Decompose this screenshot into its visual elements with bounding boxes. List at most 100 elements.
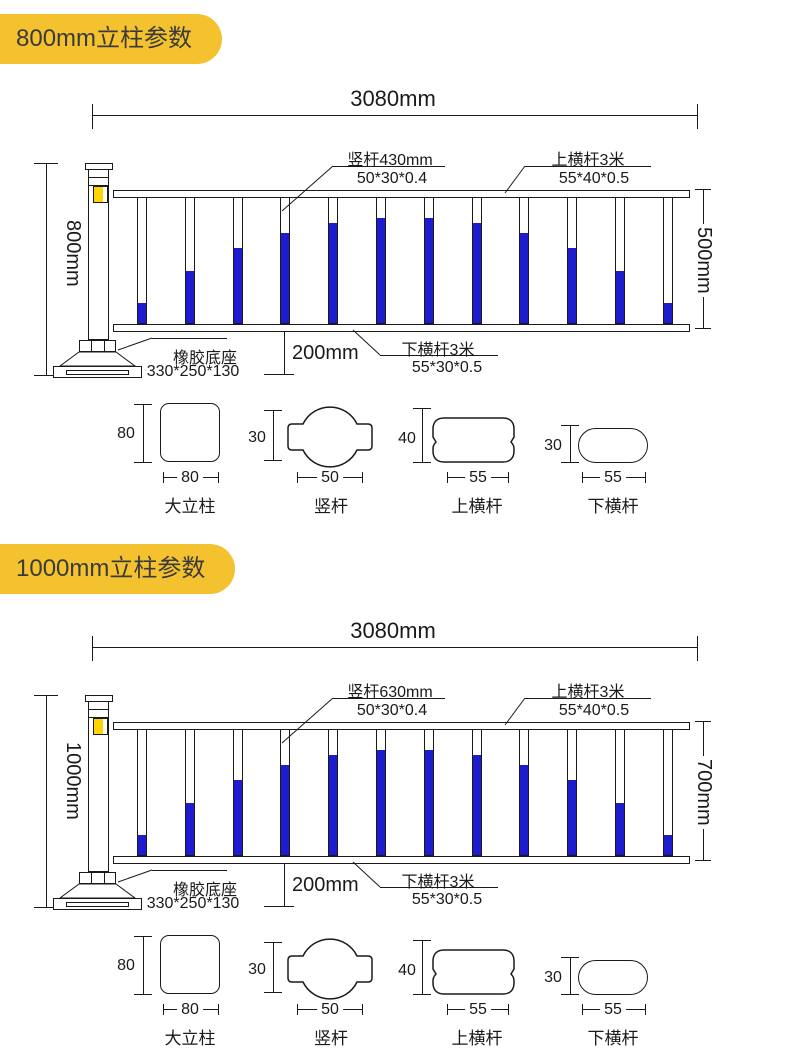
tick <box>264 942 282 943</box>
bracket <box>570 425 571 462</box>
tick <box>92 636 93 661</box>
tick <box>218 472 219 483</box>
base-plate-inner <box>66 902 129 907</box>
fence-rod <box>185 197 195 324</box>
panel-height-label: 700mm <box>692 756 715 829</box>
tick <box>134 404 152 405</box>
tick <box>264 374 294 375</box>
tick <box>297 472 298 483</box>
tick <box>695 721 711 722</box>
reflective-panel <box>664 303 672 323</box>
tick <box>697 104 698 129</box>
tick <box>218 1004 219 1015</box>
height-value: 30 <box>544 437 562 454</box>
fence-rod <box>615 197 625 324</box>
tick <box>362 1004 363 1015</box>
fence-rod <box>567 729 577 856</box>
width-value: 80 <box>177 1001 203 1018</box>
callout-line1: 上横杆3米 <box>551 152 625 169</box>
bracket <box>422 940 423 994</box>
collar-line <box>91 340 92 352</box>
fence-rod <box>376 197 386 324</box>
callout-overline <box>152 870 227 871</box>
fence-rod <box>137 729 147 856</box>
bottom-gap-label: 200mm <box>292 874 359 896</box>
dim-line <box>284 863 285 906</box>
height-dimension-label: 1000mm <box>62 742 84 820</box>
reflective-panel <box>520 765 528 855</box>
tick <box>134 936 152 937</box>
callout-line2: 55*30*0.5 <box>411 359 483 376</box>
profile-label: 上横杆 <box>451 497 503 516</box>
callout-line2: 330*250*130 <box>146 363 240 380</box>
fence-rod <box>663 197 673 324</box>
reflective-panel <box>281 765 289 855</box>
fence-rod <box>137 197 147 324</box>
reflector-sticker <box>93 718 108 735</box>
width-value: 55 <box>600 1001 626 1018</box>
reflective-panel <box>329 755 337 855</box>
post-profile <box>160 403 220 462</box>
diagram-1000mm: 3080mm 1000mm <box>0 617 790 1057</box>
width-value: 55 <box>465 469 491 486</box>
reflective-panel <box>186 271 194 323</box>
tick <box>413 940 431 941</box>
tick <box>447 472 448 483</box>
tick <box>561 425 579 426</box>
tick <box>264 460 282 461</box>
reflective-panel <box>425 750 433 855</box>
rod-layer <box>0 617 790 1057</box>
height-value: 40 <box>398 430 416 447</box>
tick <box>413 462 431 463</box>
fence-top-rail <box>113 722 690 730</box>
tick <box>447 1004 448 1015</box>
reflective-panel <box>234 780 242 855</box>
base-plate-inner <box>66 370 129 375</box>
reflective-panel <box>473 755 481 855</box>
callout-overline <box>152 338 227 339</box>
tick <box>695 189 711 190</box>
tick <box>561 957 579 958</box>
reflective-panel <box>377 218 385 323</box>
fence-rod <box>519 197 529 324</box>
tick <box>413 994 431 995</box>
tick <box>92 104 93 129</box>
height-value: 30 <box>544 969 562 986</box>
section-title-800mm: 800mm立柱参数 <box>0 14 223 64</box>
bottom-rail-profile <box>578 960 648 995</box>
fence-rod <box>233 197 243 324</box>
reflective-panel <box>329 223 337 323</box>
callout-line1: 竖杆430mm <box>347 152 433 169</box>
fence-bottom-rail <box>113 324 690 332</box>
tick <box>582 472 583 483</box>
callout-underline <box>333 698 445 699</box>
callout-line2: 50*30*0.4 <box>356 702 428 719</box>
tick <box>264 410 282 411</box>
profile-label: 大立柱 <box>164 497 216 516</box>
fence-rod <box>424 729 434 856</box>
collar-line <box>91 872 92 884</box>
tick <box>508 472 509 483</box>
reflective-panel <box>520 233 528 323</box>
reflective-panel <box>616 803 624 855</box>
profile-label: 上横杆 <box>451 1029 503 1048</box>
bottom-rail-profile <box>578 428 648 463</box>
reflective-panel <box>568 248 576 323</box>
tick <box>561 994 579 995</box>
fence-rod <box>185 729 195 856</box>
width-dimension-label: 3080mm <box>350 86 436 111</box>
reflective-panel <box>377 750 385 855</box>
bracket <box>422 408 423 462</box>
post-profile <box>160 935 220 994</box>
profile-label: 下横杆 <box>587 1029 639 1048</box>
tick <box>645 472 646 483</box>
reflective-panel <box>138 835 146 855</box>
bottom-gap-label: 200mm <box>292 342 359 364</box>
post-body <box>88 717 109 872</box>
tick <box>134 994 152 995</box>
callout-line1: 上横杆3米 <box>551 684 625 701</box>
tick <box>695 328 711 329</box>
dim-line <box>46 163 47 375</box>
callout-line1: 下横杆3米 <box>401 342 475 359</box>
